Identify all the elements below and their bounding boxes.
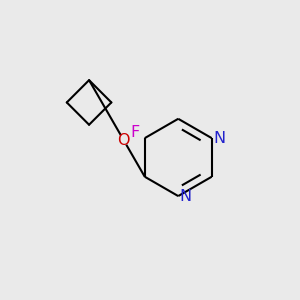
Text: N: N [180, 189, 192, 204]
Text: N: N [213, 130, 225, 146]
Text: F: F [130, 125, 140, 140]
Text: O: O [117, 133, 130, 148]
